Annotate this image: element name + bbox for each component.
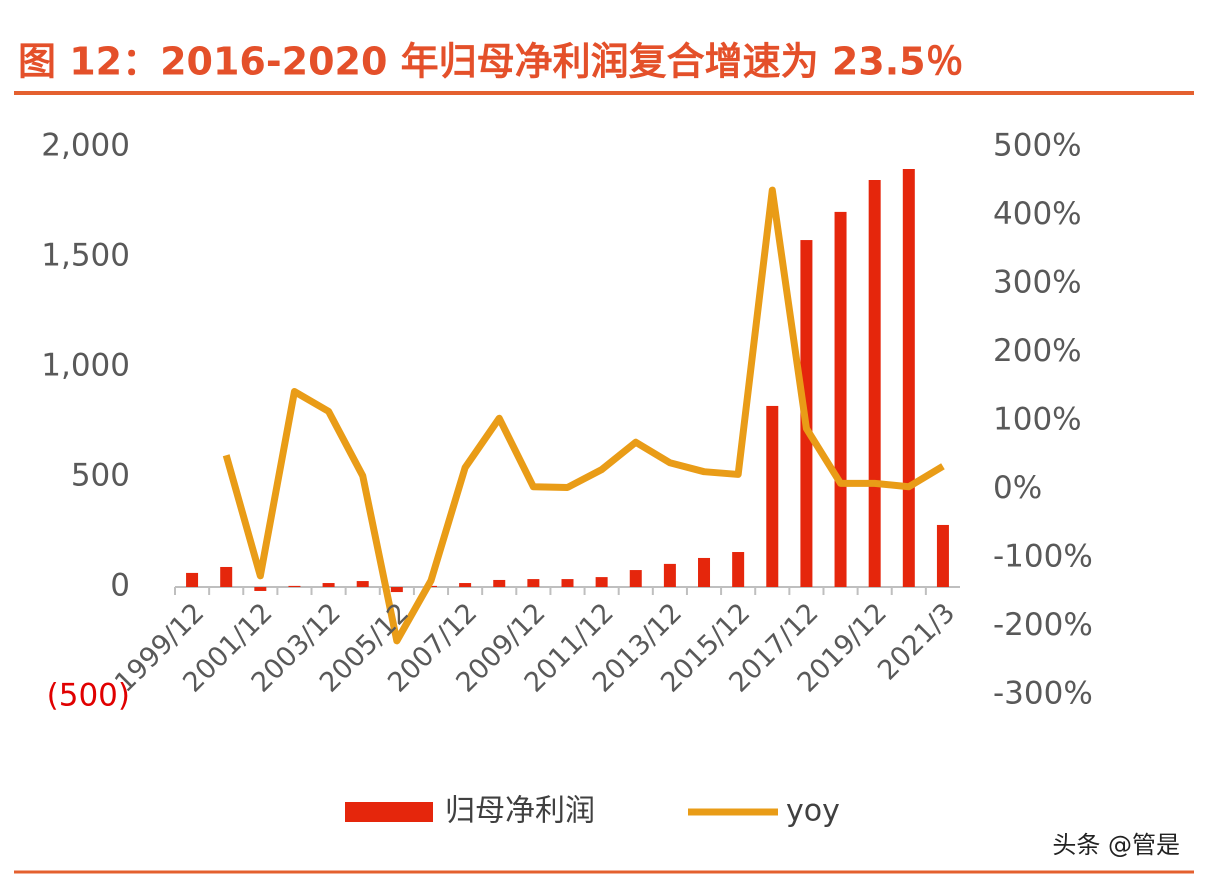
bar <box>322 583 335 587</box>
y2-tick-label: -200% <box>993 607 1093 643</box>
bar <box>561 579 574 587</box>
x-tick-label: 2021/3 <box>872 597 961 686</box>
y-tick-label: 0 <box>110 568 130 604</box>
bar <box>663 563 676 587</box>
y2-tick-label: -300% <box>993 676 1093 712</box>
y2-tick-label: 0% <box>993 470 1042 506</box>
line <box>222 186 945 645</box>
y2-tick-label: 100% <box>993 402 1082 438</box>
bar <box>629 570 642 587</box>
y2-tick-label: 200% <box>993 333 1082 369</box>
bar <box>868 180 881 587</box>
bar <box>902 169 915 587</box>
y-tick-label: 1,000 <box>41 348 130 384</box>
bar <box>698 557 711 587</box>
watermark: 头条 @管是 <box>1052 831 1180 859</box>
bar <box>834 211 847 587</box>
y-tick-label: (500) <box>47 678 130 714</box>
y2-tick-label: -100% <box>993 539 1093 575</box>
bar <box>766 405 779 587</box>
bar <box>936 524 949 587</box>
bar <box>527 579 540 587</box>
y2-tick-label: 300% <box>993 265 1082 301</box>
bar <box>390 587 403 593</box>
bar <box>186 572 199 587</box>
bar <box>595 577 608 587</box>
bar <box>493 579 506 587</box>
legend-label: yoy <box>786 794 840 829</box>
bar <box>220 566 233 587</box>
y-tick-label: 1,500 <box>41 238 130 274</box>
chart-title: 图 12：2016-2020 年归母净利润复合增速为 23.5％ <box>18 40 964 84</box>
y-tick-label: 2,000 <box>41 128 130 164</box>
bar <box>254 587 267 591</box>
y2-tick-label: 400% <box>993 196 1082 232</box>
y-tick-label: 500 <box>71 458 130 494</box>
legend-swatch <box>345 802 433 822</box>
bar <box>356 581 369 587</box>
bar <box>288 585 301 587</box>
bar <box>732 552 745 587</box>
bar <box>459 583 472 587</box>
legend-label: 归母净利润 <box>445 794 595 829</box>
y2-tick-label: 500% <box>993 128 1082 164</box>
